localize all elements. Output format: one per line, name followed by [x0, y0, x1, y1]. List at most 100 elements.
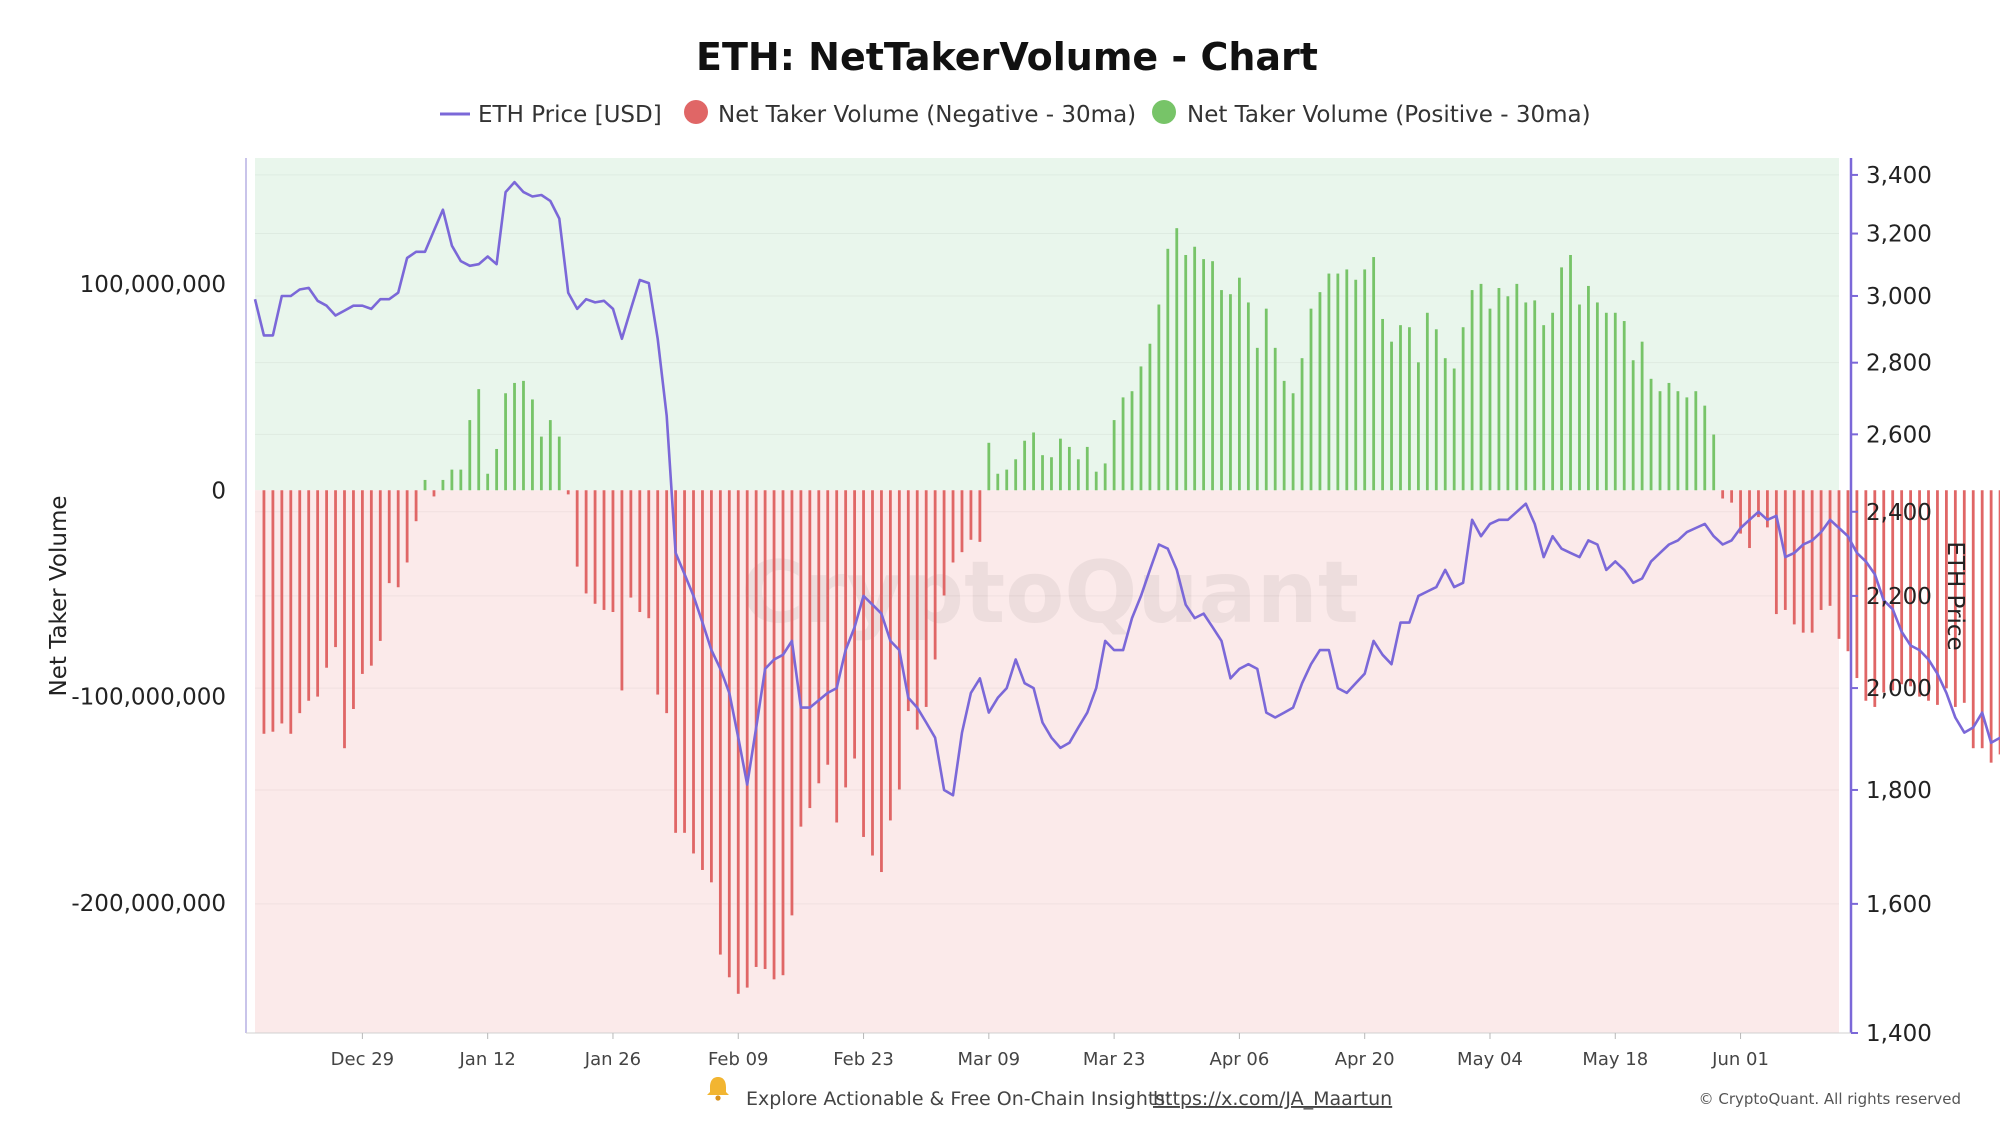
negative-volume-bar: [978, 490, 982, 542]
negative-volume-bar: [1819, 490, 1823, 610]
positive-volume-bar: [1184, 254, 1188, 491]
positive-volume-bar: [522, 380, 525, 491]
right-tick-label: 2,400: [1866, 500, 1932, 526]
negative-volume-bar: [1873, 490, 1877, 707]
negative-volume-bar: [396, 490, 400, 588]
positive-volume-bar: [996, 473, 1000, 491]
negative-volume-bar: [710, 490, 713, 883]
positive-volume-bar: [495, 448, 499, 491]
positive-volume-bar: [1425, 312, 1429, 491]
x-tick-label: May 04: [1457, 1049, 1523, 1070]
negative-volume-bar: [1774, 490, 1778, 615]
left-axis-ticks: 100,000,000 0 -100,000,000 -200,000,000: [71, 272, 226, 917]
bell-icon: [707, 1077, 729, 1101]
positive-volume-bar: [1309, 308, 1313, 491]
positive-volume-bar: [1345, 269, 1349, 491]
legend-negative-dot-icon: [684, 100, 708, 124]
negative-volume-bar: [611, 490, 615, 613]
legend-item-price[interactable]: ETH Price [USD]: [478, 102, 662, 128]
positive-volume-bar: [513, 382, 516, 491]
legend: ETH Price [USD] Net Taker Volume (Negati…: [440, 100, 1591, 128]
positive-volume-bar: [1533, 300, 1537, 491]
negative-volume-bar: [289, 490, 293, 734]
legend-item-negative[interactable]: Net Taker Volume (Negative - 30ma): [718, 102, 1136, 128]
legend-item-positive[interactable]: Net Taker Volume (Positive - 30ma): [1187, 102, 1591, 128]
negative-volume-bar: [343, 490, 346, 749]
positive-volume-bar: [539, 436, 543, 491]
footer-link[interactable]: https://x.com/JA_Maartun: [1153, 1088, 1392, 1110]
positive-volume-bar: [1220, 290, 1223, 491]
positive-volume-bar: [1327, 273, 1331, 491]
negative-volume-bar: [1739, 490, 1742, 534]
negative-volume-bar: [1828, 490, 1832, 606]
negative-volume-bar: [1766, 490, 1769, 528]
negative-volume-bar: [1962, 490, 1966, 703]
watermark: CryptoQuant: [741, 543, 1359, 643]
negative-volume-bar: [781, 490, 785, 976]
negative-volume-bar: [1837, 490, 1841, 639]
positive-volume-bar: [1479, 283, 1483, 491]
negative-volume-bar: [701, 490, 704, 870]
negative-zone-background: [255, 490, 1839, 1034]
positive-volume-bar: [1712, 434, 1716, 491]
negative-volume-bar: [432, 490, 436, 497]
positive-volume-bar: [1067, 446, 1071, 491]
positive-volume-bar: [1085, 446, 1089, 491]
negative-volume-bar: [817, 490, 821, 784]
negative-volume-bar: [808, 490, 812, 809]
positive-volume-bar: [1408, 327, 1411, 491]
negative-volume-bar: [1721, 490, 1725, 499]
negative-volume-bar: [933, 490, 937, 660]
positive-volume-bar: [1041, 455, 1044, 491]
positive-volume-bar: [1497, 288, 1501, 491]
negative-volume-bar: [602, 490, 606, 610]
positive-volume-bar: [1157, 304, 1161, 491]
positive-volume-bar: [1300, 358, 1304, 491]
positive-volume-bar: [1461, 327, 1465, 491]
negative-volume-bar: [298, 490, 302, 714]
positive-volume-bar: [468, 420, 472, 491]
negative-volume-bar: [1944, 490, 1948, 689]
positive-volume-bar: [1032, 432, 1035, 491]
negative-volume-bar: [307, 490, 311, 701]
positive-volume-bar: [1703, 405, 1707, 491]
positive-volume-bar: [1372, 257, 1376, 491]
negative-volume-bar: [575, 490, 579, 567]
positive-volume-bar: [1059, 438, 1062, 491]
negative-volume-bar: [262, 490, 266, 734]
negative-volume-bar: [1927, 490, 1930, 701]
positive-volume-bar: [1139, 366, 1143, 491]
negative-volume-bar: [1998, 490, 2000, 755]
negative-volume-bar: [620, 490, 624, 691]
negative-volume-bar: [826, 490, 830, 765]
negative-volume-bar: [790, 490, 794, 916]
left-axis-title: Net Taker Volume: [46, 496, 72, 697]
negative-volume-bar: [862, 490, 865, 837]
negative-volume-bar: [629, 490, 633, 598]
x-tick-label: Apr 20: [1335, 1049, 1395, 1070]
positive-volume-bar: [1524, 302, 1528, 491]
negative-volume-bar: [683, 490, 686, 833]
positive-volume-bar: [1023, 440, 1027, 491]
positive-volume-bar: [1050, 457, 1053, 491]
positive-volume-bar: [1112, 420, 1116, 491]
right-axis-ticks: 1,400 1,600 1,800 2,000 2,200 2,400 2,600 2,800…: [1851, 163, 1932, 1047]
positive-volume-bar: [1390, 341, 1393, 491]
negative-volume-bar: [1757, 490, 1760, 518]
negative-volume-bar: [1980, 490, 1984, 749]
positive-volume-bar: [459, 469, 463, 491]
left-tick-label: -100,000,000: [71, 685, 226, 711]
x-tick-label: May 18: [1582, 1049, 1648, 1070]
positive-volume-bar: [1005, 469, 1009, 491]
right-tick-label: 1,600: [1866, 892, 1932, 918]
positive-volume-bar: [1255, 347, 1259, 491]
x-tick-label: Jun 01: [1711, 1049, 1769, 1070]
positive-volume-bar: [486, 473, 490, 491]
positive-volume-bar: [450, 469, 454, 491]
right-tick-label: 1,400: [1866, 1021, 1932, 1047]
negative-volume-bar: [844, 490, 848, 788]
x-tick-label: Jan 12: [458, 1049, 515, 1070]
negative-volume-bar: [692, 490, 695, 854]
negative-volume-bar: [1989, 490, 1993, 763]
negative-volume-bar: [1810, 490, 1814, 633]
